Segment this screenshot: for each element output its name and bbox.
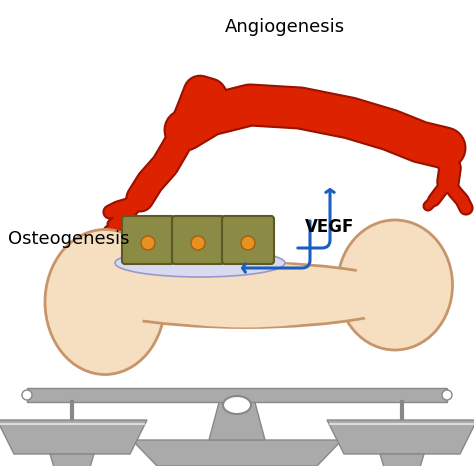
Ellipse shape xyxy=(118,262,373,328)
Ellipse shape xyxy=(22,390,32,400)
Polygon shape xyxy=(132,440,342,466)
Ellipse shape xyxy=(355,235,435,335)
Ellipse shape xyxy=(141,236,155,250)
FancyBboxPatch shape xyxy=(172,216,224,264)
Polygon shape xyxy=(209,395,265,440)
Ellipse shape xyxy=(65,247,145,357)
Ellipse shape xyxy=(442,390,452,400)
Ellipse shape xyxy=(241,236,255,250)
Polygon shape xyxy=(327,420,474,454)
Ellipse shape xyxy=(191,236,205,250)
Ellipse shape xyxy=(223,396,251,414)
Polygon shape xyxy=(380,454,424,466)
FancyBboxPatch shape xyxy=(222,216,274,264)
Polygon shape xyxy=(0,420,147,454)
Ellipse shape xyxy=(45,229,165,375)
Bar xyxy=(27,388,447,402)
Ellipse shape xyxy=(115,249,285,277)
Polygon shape xyxy=(50,454,94,466)
Text: Angiogenesis: Angiogenesis xyxy=(225,18,345,36)
Text: VEGF: VEGF xyxy=(305,218,355,236)
Ellipse shape xyxy=(75,262,415,328)
Ellipse shape xyxy=(337,220,453,350)
FancyBboxPatch shape xyxy=(122,216,174,264)
Text: Osteogenesis: Osteogenesis xyxy=(8,230,129,248)
